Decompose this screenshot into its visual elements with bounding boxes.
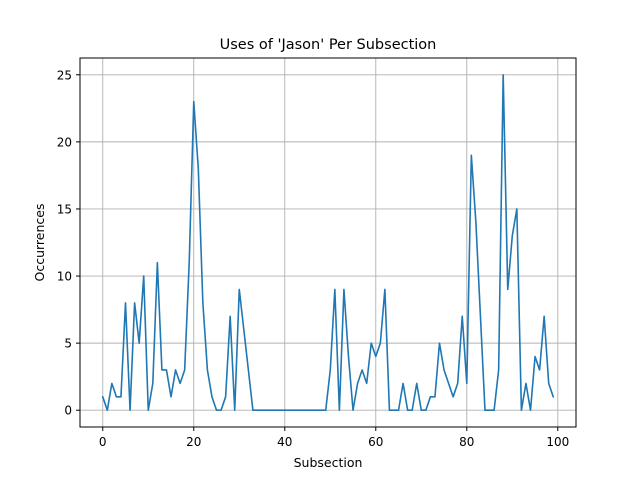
x-tick-label: 0 <box>99 435 107 449</box>
x-axis-label: Subsection <box>294 455 363 470</box>
x-tick-label: 100 <box>546 435 569 449</box>
x-tick-label: 40 <box>277 435 292 449</box>
x-tick-label: 20 <box>186 435 201 449</box>
x-tick-label: 80 <box>459 435 474 449</box>
y-tick-label: 0 <box>64 404 72 418</box>
y-axis-label: Occurrences <box>32 204 47 282</box>
y-tick-label: 10 <box>57 270 72 284</box>
y-tick-label: 15 <box>57 202 72 216</box>
series-line-jason <box>101 73 555 412</box>
plot-frame <box>79 57 577 428</box>
grid <box>80 58 576 427</box>
y-tick-label: 5 <box>64 337 72 351</box>
chart-title: Uses of 'Jason' Per Subsection <box>220 37 437 53</box>
y-tick-label: 20 <box>57 135 72 149</box>
x-tick-label: 60 <box>368 435 383 449</box>
axis-ticks: 0 20 40 60 80 100 0 5 10 15 20 25 <box>57 68 570 449</box>
y-tick-label: 25 <box>57 68 72 82</box>
